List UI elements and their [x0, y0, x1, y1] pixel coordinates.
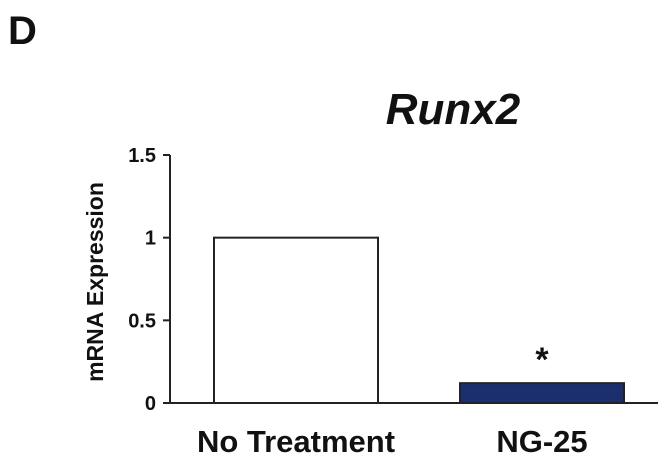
y-axis-label: mRNA Expression [82, 182, 108, 382]
chart-title: Runx2 [386, 85, 521, 134]
significance-marker: * [535, 341, 549, 379]
y-tick-label: 1 [145, 228, 156, 250]
y-tick-label: 0 [145, 393, 156, 415]
panel-label: D [8, 9, 37, 53]
x-tick-label: No Treatment [197, 424, 395, 456]
y-tick-label: 0.5 [128, 310, 156, 332]
bar [459, 382, 625, 405]
x-tick-label: NG-25 [496, 424, 587, 456]
y-tick-label: 1.5 [128, 145, 156, 167]
bar [213, 236, 379, 404]
